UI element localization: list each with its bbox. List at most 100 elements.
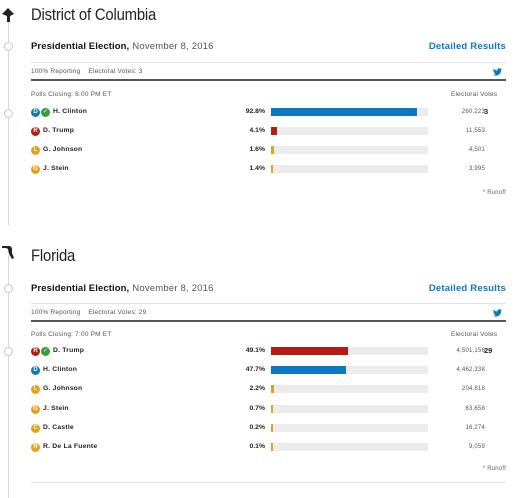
vote-percent: 4.1% <box>249 127 266 134</box>
party-badge: D <box>31 108 40 117</box>
candidate-row: D ✓ H. Clinton 92.8% 260,223 3 <box>31 107 506 119</box>
race-header-dc: Presidential Election, November 8, 2016 D… <box>31 41 506 59</box>
detailed-results-link[interactable]: Detailed Results <box>428 283 506 294</box>
vote-count: 11,553 <box>465 128 485 134</box>
vote-share-fill <box>271 404 273 413</box>
vote-percent: 47.7% <box>245 366 265 374</box>
vote-count: 4,462,338 <box>456 367 485 374</box>
party-badge: G <box>31 165 40 174</box>
candidate-name: G. Johnson <box>43 385 83 393</box>
electoral-votes-header: Electoral Votes <box>451 331 498 338</box>
reporting-status: 100% Reporting <box>31 309 81 316</box>
vote-share-bar <box>271 423 428 432</box>
candidate-row: L G. Johnson 2.2% 204,818 <box>31 384 506 396</box>
candidate-name: D. Castle <box>43 423 74 431</box>
candidate-row: R D. Trump 4.1% 11,553 <box>31 126 506 138</box>
state-title-florida: Florida <box>31 247 76 265</box>
florida-state-shape-icon <box>2 246 14 259</box>
electoral-votes-total: Electoral Votes: 3 <box>88 68 143 75</box>
vote-share-bar <box>271 443 428 451</box>
party-badge: R <box>31 127 40 136</box>
vote-count: 3,995 <box>468 166 485 172</box>
vote-count: 16,274 <box>465 424 485 431</box>
polls-closing: Polls Closing: 7:00 PM ET <box>31 331 112 338</box>
vote-share-fill <box>271 108 417 116</box>
reporting-row-florida: 100% Reporting Electoral Votes: 29 <box>31 303 506 322</box>
vote-share-bar <box>271 165 428 173</box>
race-header-florida: Presidential Election, November 8, 2016 D… <box>31 283 506 301</box>
race-date: November 8, 2016 <box>132 41 214 52</box>
vote-share-bar <box>271 108 428 116</box>
vote-share-fill <box>271 127 278 135</box>
twitter-icon[interactable] <box>493 68 502 76</box>
vote-share-fill <box>271 347 349 355</box>
electoral-votes-won: 29 <box>484 346 493 355</box>
section-divider <box>31 482 506 483</box>
vote-count: 9,059 <box>468 444 485 450</box>
vote-share-fill <box>271 423 273 432</box>
vote-count: 4,501,156 <box>456 348 485 354</box>
candidate-name: D. Trump <box>43 127 75 134</box>
vote-percent: 92.8% <box>245 108 265 115</box>
candidate-row: G J. Stein 1.4% 3,995 <box>31 164 506 176</box>
candidate-row: R ✓ D. Trump 49.1% 4,501,156 29 <box>31 346 506 358</box>
vote-share-fill <box>271 443 273 451</box>
vote-share-fill <box>271 165 274 173</box>
candidate-row: R R. De La Fuente 0.1% 9,059 <box>31 442 506 454</box>
candidate-name: J. Stein <box>43 165 69 172</box>
party-badge: L <box>31 146 40 155</box>
state-title-dc: District of Columbia <box>31 6 157 24</box>
party-badge: L <box>31 385 40 395</box>
party-badge: R <box>31 347 40 356</box>
vote-count: 63,658 <box>465 405 485 412</box>
candidate-name: R. De La Fuente <box>43 443 98 450</box>
candidate-row: L G. Johnson 1.6% 4,501 <box>31 145 506 157</box>
reporting-row-dc: 100% Reporting Electoral Votes: 3 <box>31 62 506 81</box>
timeline-gap <box>0 225 30 255</box>
vote-percent: 0.2% <box>249 423 266 431</box>
candidate-name: D. Trump <box>53 347 85 354</box>
vote-share-fill <box>271 366 346 375</box>
electoral-votes-header: Electoral Votes <box>451 91 498 98</box>
electoral-votes-total: Electoral Votes: 29 <box>88 309 147 316</box>
runoff-note: * Runoff <box>482 190 506 196</box>
polls-closing: Polls Closing: 8:00 PM ET <box>31 91 112 98</box>
runoff-note: * Runoff <box>482 466 506 472</box>
vote-count: 204,818 <box>461 386 485 393</box>
vote-share-bar <box>271 347 428 355</box>
candidate-name: J. Stein <box>43 404 69 412</box>
detailed-results-link[interactable]: Detailed Results <box>428 41 506 52</box>
twitter-icon[interactable] <box>493 309 502 317</box>
vote-percent: 2.2% <box>249 385 266 393</box>
winner-check-icon: ✓ <box>41 108 50 117</box>
candidate-name: H. Clinton <box>43 366 78 374</box>
vote-share-fill <box>271 385 275 394</box>
vote-share-bar <box>271 366 428 375</box>
party-badge: G <box>31 404 40 414</box>
timeline-node <box>4 42 13 51</box>
race-title: Presidential Election, November 8, 2016 <box>31 41 214 52</box>
electoral-votes-won: 3 <box>484 107 489 116</box>
vote-share-fill <box>271 146 274 154</box>
vote-share-bar <box>271 404 428 413</box>
timeline-node <box>4 109 13 118</box>
vote-share-bar <box>271 146 428 154</box>
vote-percent: 49.1% <box>245 347 265 354</box>
vote-percent: 1.4% <box>249 165 266 172</box>
vote-share-bar <box>271 127 428 135</box>
candidate-name: G. Johnson <box>43 146 83 153</box>
vote-percent: 0.1% <box>249 443 266 450</box>
timeline-node <box>4 347 13 356</box>
candidate-row: G J. Stein 0.7% 63,658 <box>31 404 506 416</box>
vote-count: 260,223 <box>461 109 485 115</box>
candidate-name: H. Clinton <box>53 108 88 115</box>
vote-count: 4,501 <box>468 147 485 153</box>
vote-share-bar <box>271 385 428 394</box>
timeline-node <box>4 284 13 293</box>
dc-state-shape-icon <box>2 8 14 22</box>
race-date: November 8, 2016 <box>132 283 214 294</box>
vote-percent: 0.7% <box>249 404 266 412</box>
candidate-row: C D. Castle 0.2% 16,274 <box>31 423 506 435</box>
vote-percent: 1.6% <box>249 146 266 153</box>
winner-check-icon: ✓ <box>41 347 50 356</box>
